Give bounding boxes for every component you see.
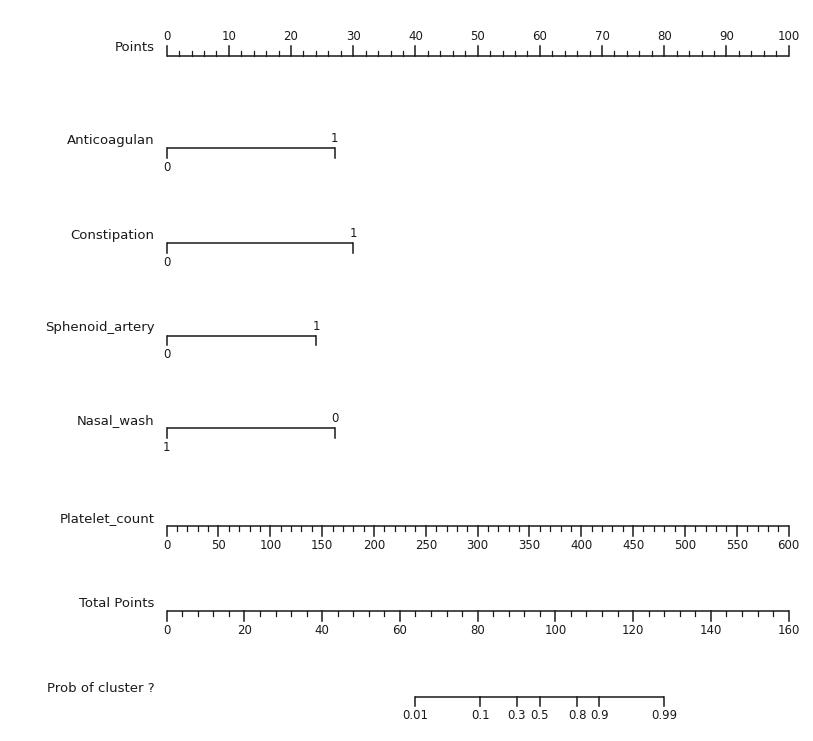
- Text: 40: 40: [408, 30, 423, 43]
- Text: Nasal_wash: Nasal_wash: [77, 413, 154, 427]
- Text: Total Points: Total Points: [79, 597, 154, 610]
- Text: 300: 300: [467, 539, 489, 552]
- Text: 100: 100: [777, 30, 800, 43]
- Text: 30: 30: [346, 30, 361, 43]
- Text: 1: 1: [331, 132, 338, 145]
- Text: 60: 60: [533, 30, 547, 43]
- Text: 80: 80: [470, 624, 485, 637]
- Text: 50: 50: [470, 30, 485, 43]
- Text: 0: 0: [163, 348, 171, 362]
- Text: Sphenoid_artery: Sphenoid_artery: [45, 321, 154, 334]
- Text: 70: 70: [594, 30, 610, 43]
- Text: 160: 160: [777, 624, 800, 637]
- Text: 0: 0: [163, 256, 171, 269]
- Text: 0: 0: [163, 624, 171, 637]
- Text: 600: 600: [777, 539, 800, 552]
- Text: 150: 150: [311, 539, 333, 552]
- Text: 450: 450: [622, 539, 644, 552]
- Text: 80: 80: [657, 30, 672, 43]
- Text: 60: 60: [393, 624, 407, 637]
- Text: Constipation: Constipation: [71, 228, 154, 242]
- Text: 0: 0: [163, 30, 171, 43]
- Text: 1: 1: [163, 441, 171, 454]
- Text: 250: 250: [415, 539, 437, 552]
- Text: 400: 400: [570, 539, 593, 552]
- Text: 200: 200: [363, 539, 385, 552]
- Text: 0.99: 0.99: [651, 709, 677, 722]
- Text: 1: 1: [312, 319, 320, 333]
- Text: 500: 500: [674, 539, 696, 552]
- Text: 90: 90: [719, 30, 734, 43]
- Text: Prob of cluster ?: Prob of cluster ?: [47, 682, 154, 695]
- Text: 0.3: 0.3: [507, 709, 526, 722]
- Text: Anticoagulan: Anticoagulan: [67, 133, 154, 147]
- Text: 120: 120: [622, 624, 645, 637]
- Text: 20: 20: [284, 30, 298, 43]
- Text: 40: 40: [315, 624, 329, 637]
- Text: 20: 20: [237, 624, 252, 637]
- Text: 100: 100: [544, 624, 567, 637]
- Text: Platelet_count: Platelet_count: [59, 511, 154, 525]
- Text: 0: 0: [163, 539, 171, 552]
- Text: 140: 140: [700, 624, 722, 637]
- Text: 0.9: 0.9: [590, 709, 609, 722]
- Text: 0.8: 0.8: [568, 709, 587, 722]
- Text: 0.1: 0.1: [471, 709, 489, 722]
- Text: 100: 100: [259, 539, 281, 552]
- Text: 0: 0: [163, 161, 171, 174]
- Text: 0: 0: [331, 412, 338, 425]
- Text: 10: 10: [221, 30, 237, 43]
- Text: 0.01: 0.01: [402, 709, 428, 722]
- Text: 550: 550: [726, 539, 748, 552]
- Text: 1: 1: [350, 227, 357, 240]
- Text: Points: Points: [115, 41, 154, 54]
- Text: 50: 50: [211, 539, 226, 552]
- Text: 350: 350: [519, 539, 541, 552]
- Text: 0.5: 0.5: [531, 709, 549, 722]
